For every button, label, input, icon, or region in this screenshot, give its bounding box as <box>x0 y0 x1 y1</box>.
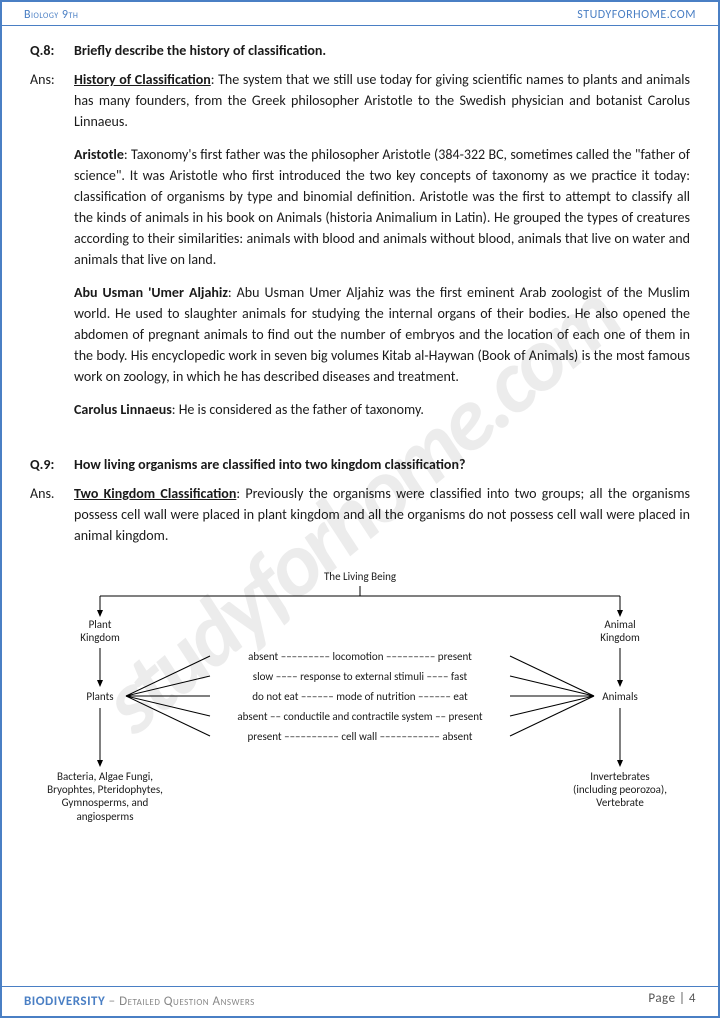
q8-label: Q.8: <box>30 40 74 61</box>
q9-heading: Two Kingdom Classification <box>74 485 236 502</box>
q8-p1-bold: Aristotle <box>74 146 124 163</box>
q8-ans-label: Ans: <box>30 69 74 432</box>
footer-main: BIODIVERSITY <box>24 994 105 1009</box>
q9-label: Q.9: <box>30 454 74 475</box>
content-area: Q.8: Briefly describe the history of cla… <box>2 26 718 846</box>
diagram-left2: Plants <box>80 690 120 703</box>
diagram-right3: Invertebrates (including peorozoa), Vert… <box>550 770 690 810</box>
q8-answer-row: Ans: History of Classification: The syst… <box>30 69 690 432</box>
diagram-c1: absent ––––––––– locomotion ––––––––– pr… <box>210 650 510 663</box>
q9-row: Q.9: How living organisms are classified… <box>30 454 690 475</box>
q8-p2-bold: Abu Usman 'Umer Aljahiz <box>74 284 228 301</box>
q8-row: Q.8: Briefly describe the history of cla… <box>30 40 690 61</box>
diagram-c4: absent –– conductile and contractile sys… <box>210 710 510 723</box>
q8-answer-body: History of Classification: The system th… <box>74 69 690 432</box>
footer-sub: – Detailed Question Answers <box>105 994 255 1009</box>
footer-page: Page | 4 <box>648 991 696 1010</box>
two-kingdom-diagram: The Living Being Plant Kingdom Animal Ki… <box>40 568 680 838</box>
q8-p2: Abu Usman 'Umer Aljahiz: Abu Usman Umer … <box>74 282 690 387</box>
q9-question: How living organisms are classified into… <box>74 454 690 475</box>
diagram-right1: Animal Kingdom <box>590 618 650 644</box>
diagram-root: The Living Being <box>310 570 410 583</box>
q9-ans-label: Ans. <box>30 483 74 558</box>
diagram-c2: slow –––– response to external stimuli –… <box>210 670 510 683</box>
q8-p1-text: : Taxonomy's first father was the philos… <box>74 146 690 268</box>
footer-left: BIODIVERSITY – Detailed Question Answers <box>24 991 255 1010</box>
header-bar: Biology 9th STUDYFORHOME.COM <box>2 2 718 26</box>
diagram-c3: do not eat –––––– mode of nutrition ––––… <box>210 690 510 703</box>
q8-intro-para: History of Classification: The system th… <box>74 69 690 132</box>
header-right: STUDYFORHOME.COM <box>577 8 696 22</box>
page: studyforhome.com Biology 9th STUDYFORHOM… <box>0 0 720 1018</box>
diagram-left1: Plant Kingdom <box>70 618 130 644</box>
header-left: Biology 9th <box>24 8 78 22</box>
q9-answer-row: Ans. Two Kingdom Classification: Previou… <box>30 483 690 558</box>
q8-question: Briefly describe the history of classifi… <box>74 40 690 61</box>
q8-p3-text: : He is considered as the father of taxo… <box>172 401 424 418</box>
diagram-left3: Bacteria, Algae Fungi, Bryophtes, Pterid… <box>30 770 180 823</box>
q9-intro-para: Two Kingdom Classification: Previously t… <box>74 483 690 546</box>
q9-answer-body: Two Kingdom Classification: Previously t… <box>74 483 690 558</box>
q8-p3: Carolus Linnaeus: He is considered as th… <box>74 399 690 420</box>
footer-bar: BIODIVERSITY – Detailed Question Answers… <box>2 986 718 1016</box>
q8-p1: Aristotle: Taxonomy's first father was t… <box>74 144 690 270</box>
diagram-right2: Animals <box>595 690 645 703</box>
diagram-c5: present –––––––––– cell wall –––––––––––… <box>210 730 510 743</box>
q8-heading: History of Classification <box>74 71 211 88</box>
q8-p3-bold: Carolus Linnaeus <box>74 401 172 418</box>
